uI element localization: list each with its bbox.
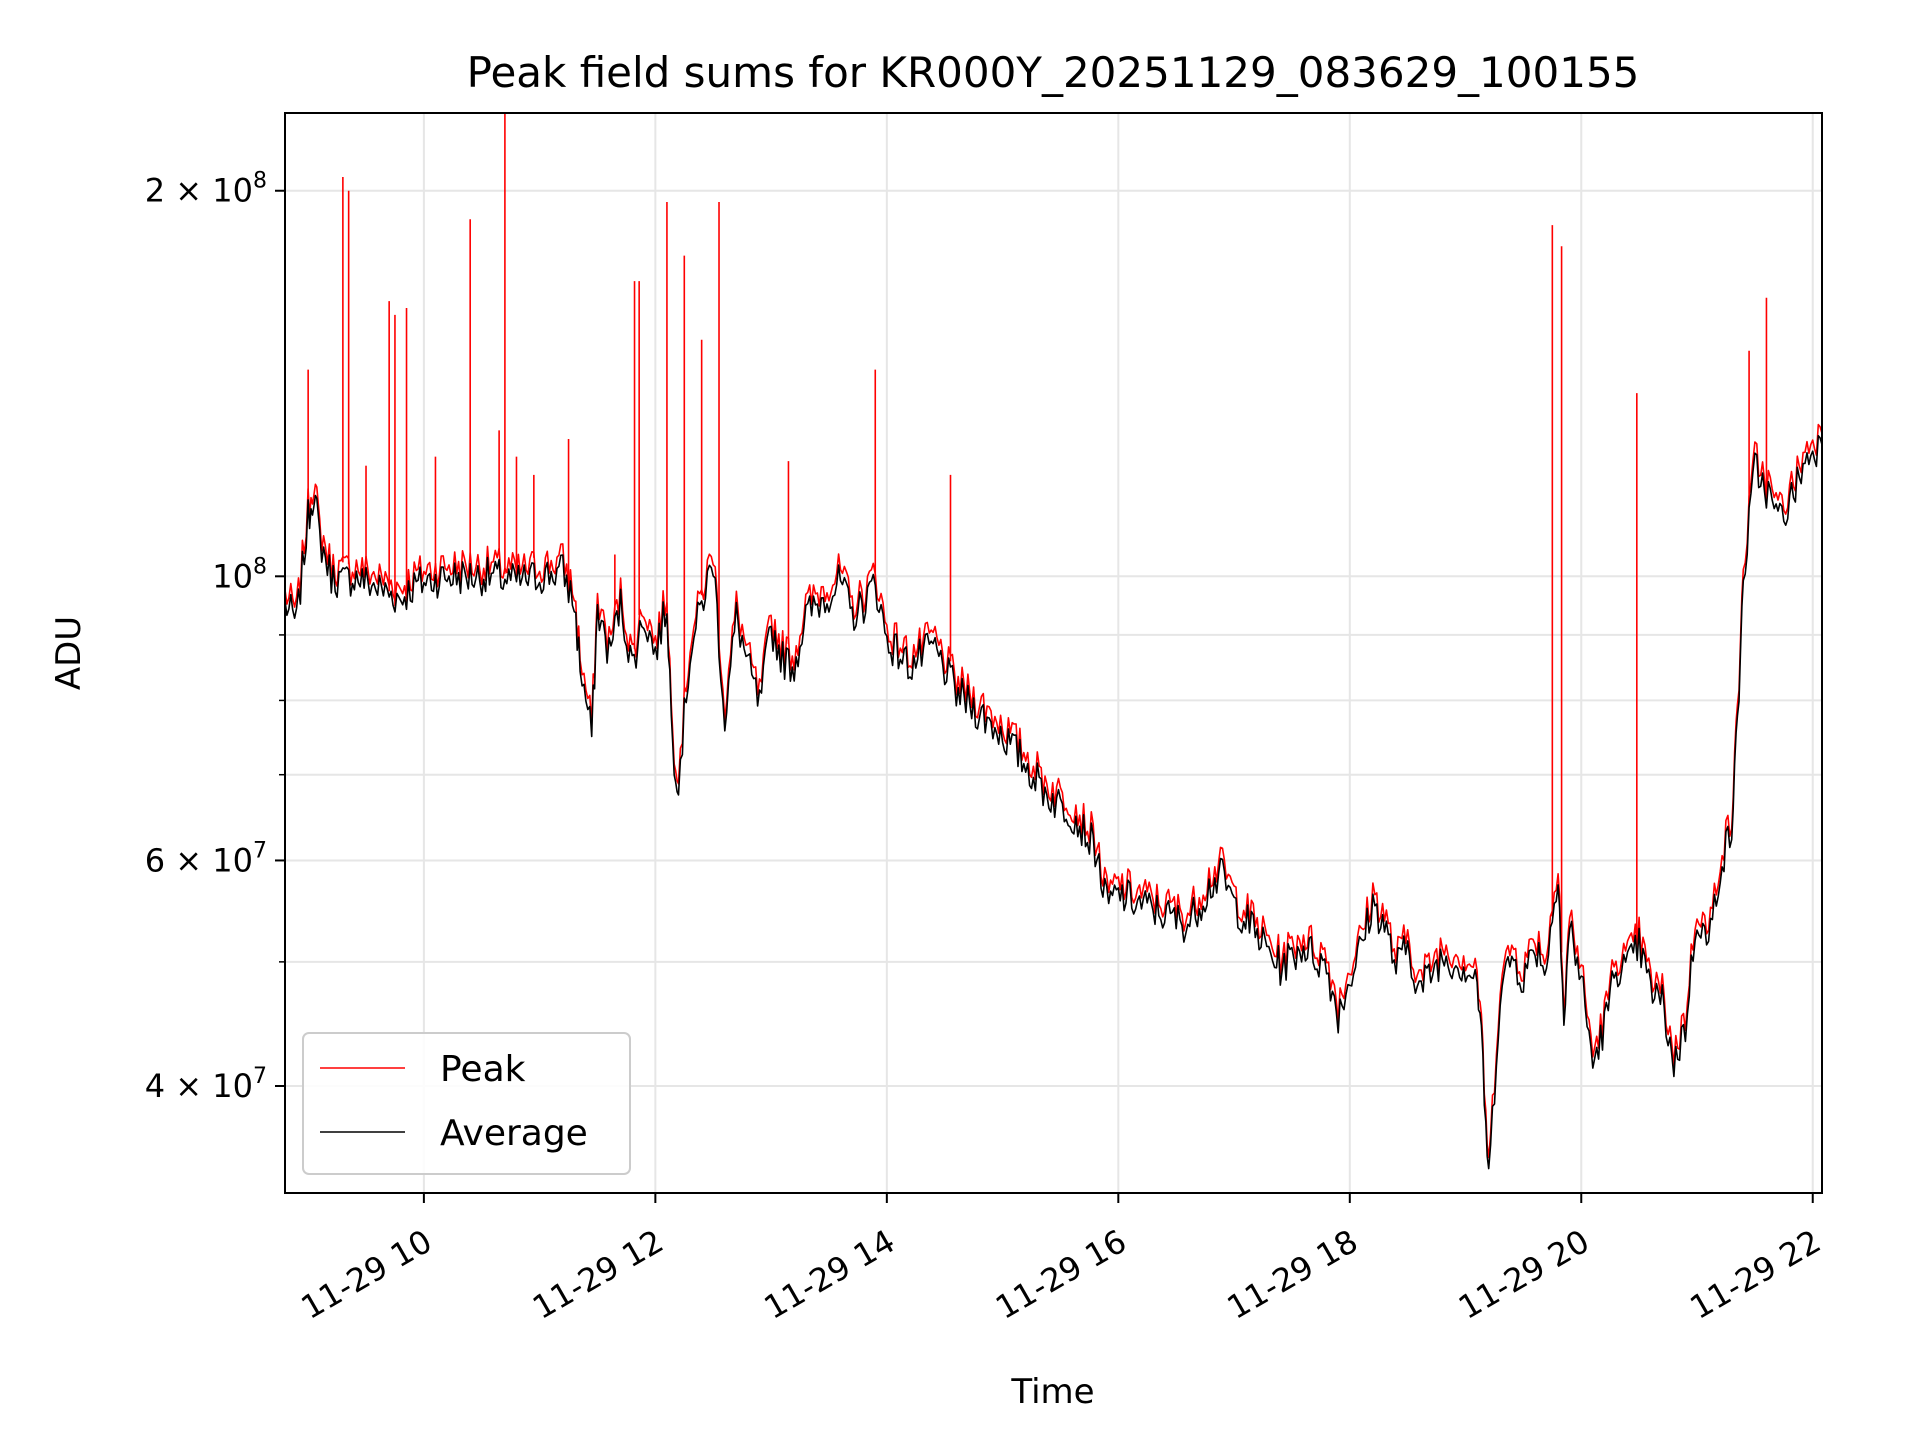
series-layer [284, 113, 1823, 1170]
x-axis-label: Time [1010, 1372, 1094, 1412]
chart-title: Peak field sums for KR000Y_20251129_0836… [467, 48, 1640, 97]
y-tick-label: 108 [212, 554, 267, 595]
average-series-line [284, 434, 1823, 1170]
legend-average-label: Average [440, 1113, 588, 1154]
axes-frame [284, 112, 1823, 1194]
grid [285, 113, 1822, 1193]
y-axis: 4 × 107 6 × 107 108 2 × 108 [145, 169, 285, 1105]
y-tick-label: 2 × 108 [145, 169, 267, 210]
y-tick-label: 4 × 107 [145, 1064, 267, 1105]
legend: Peak Average [302, 1032, 631, 1175]
y-tick-label: 6 × 107 [145, 838, 267, 879]
y-axis-label: ADU [49, 616, 89, 690]
legend-peak-label: Peak [440, 1049, 526, 1090]
